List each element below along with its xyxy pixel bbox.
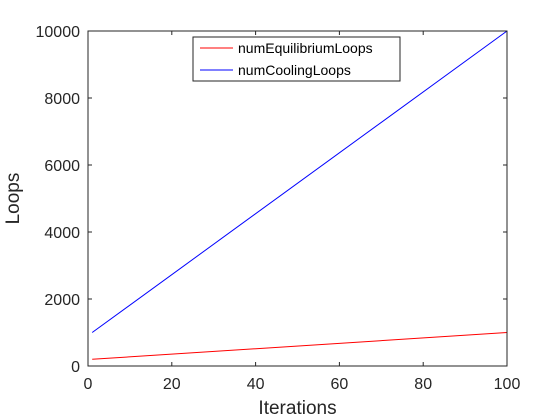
x-tick-label: 60 xyxy=(331,376,349,393)
axes-layer xyxy=(87,30,508,367)
legend-label-numCoolingLoops: numCoolingLoops xyxy=(238,62,351,78)
legend: numEquilibriumLoops numCoolingLoops xyxy=(192,36,401,82)
y-tick-label: 8000 xyxy=(44,91,80,108)
x-tick-label: 20 xyxy=(163,376,181,393)
y-axis-title: Loops xyxy=(3,173,24,225)
y-tick-label: 2000 xyxy=(44,292,80,309)
series-line-numCoolingLoops xyxy=(91,30,508,333)
series-line-numEquilibriumLoops xyxy=(92,332,508,360)
x-tick-label: 100 xyxy=(494,376,521,393)
y-tick-label: 0 xyxy=(71,359,80,376)
series-layer xyxy=(91,30,508,360)
axes-frame xyxy=(87,30,508,367)
plot-area xyxy=(88,31,507,366)
x-axis-title: Iterations xyxy=(258,398,336,419)
y-tick-label: 10000 xyxy=(36,24,81,41)
x-tick-label: 0 xyxy=(84,376,93,393)
legend-label-numEquilibriumLoops: numEquilibriumLoops xyxy=(238,40,373,56)
y-tick-label: 4000 xyxy=(44,225,80,242)
ticks-layer: 0 20 40 60 80 100 0 2000 4000 6000 8000 10000 xyxy=(36,24,521,393)
y-tick-label: 6000 xyxy=(44,158,80,175)
x-tick-label: 80 xyxy=(414,376,432,393)
x-tick-label: 40 xyxy=(247,376,265,393)
legend-box xyxy=(192,36,401,82)
